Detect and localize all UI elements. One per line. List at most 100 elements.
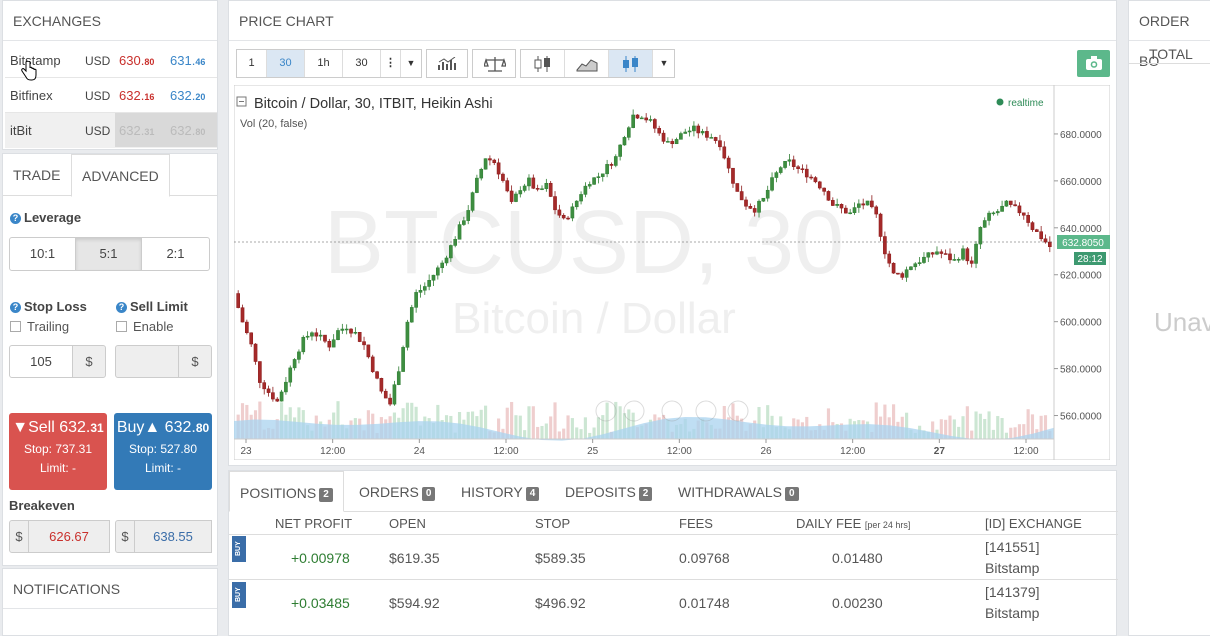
volume-bar — [983, 418, 987, 439]
chevron-down-icon[interactable]: ▼ — [659, 58, 669, 68]
candle-body — [544, 183, 549, 189]
more-dots-icon[interactable]: ⋮ — [381, 50, 401, 77]
exchange-currency: USD — [85, 124, 111, 138]
candle-body — [878, 213, 883, 237]
volume-bar — [618, 406, 622, 439]
enable-checkbox[interactable]: Enable — [116, 319, 173, 334]
price-chart-panel: PRICE CHART 1 30 1h 30 ⋮ ▼ ▼ BTCUSD, 30 … — [228, 0, 1117, 466]
candle-body — [835, 204, 839, 206]
realtime-label: realtime — [1008, 98, 1044, 109]
order-book-total-header: TOTAL — [1149, 46, 1193, 62]
stop-loss-currency-addon: $ — [72, 345, 106, 378]
tab-positions[interactable]: POSITIONS 2 — [229, 471, 344, 512]
candle-body — [1043, 238, 1048, 243]
x-tick-label: 24 — [414, 446, 426, 457]
candle-body — [1013, 204, 1017, 207]
volume-bar — [1009, 427, 1013, 439]
resolution-1h-button[interactable]: 1h — [305, 50, 343, 77]
leverage-2-button[interactable]: 2:1 — [141, 237, 210, 271]
volume-bar — [987, 411, 991, 439]
help-icon[interactable]: ? — [116, 302, 127, 313]
volume-bar — [1030, 414, 1035, 439]
candle-body — [370, 356, 375, 372]
volume-bar — [978, 413, 982, 439]
volume-bar — [1004, 432, 1008, 439]
countdown-text: 28:12 — [1077, 254, 1102, 265]
candle-body — [514, 193, 518, 202]
chevron-down-icon[interactable]: ▼ — [406, 58, 416, 68]
tab-trade[interactable]: TRADE — [13, 167, 61, 183]
volume-bar — [826, 408, 831, 439]
candle-body — [744, 199, 748, 207]
candle-body — [1021, 212, 1026, 216]
resolution-30-alt-button[interactable]: 30 — [343, 50, 381, 77]
candle-body — [505, 180, 510, 192]
area-type-button[interactable] — [565, 50, 609, 77]
candle-body — [965, 248, 970, 262]
exchange-buy-price: 632.80 — [170, 123, 206, 138]
candle-body — [440, 262, 444, 269]
candle-body — [349, 328, 353, 334]
candle-body — [904, 269, 909, 278]
resolution-30-button[interactable]: 30 — [267, 50, 305, 77]
heikin-ashi-type-button[interactable] — [609, 50, 653, 77]
help-icon[interactable]: ? — [10, 302, 21, 313]
exchange-row-itbit[interactable]: itBit USD 632.31 632.80 — [5, 113, 217, 148]
candle-body — [401, 347, 405, 372]
table-row[interactable]: BUY +0.03485 $594.92 $496.92 0.01748 0.0… — [229, 581, 1118, 626]
volume-bar — [931, 421, 935, 439]
exchange-row-bitstamp[interactable]: Bitstamp USD 630.80 631.46 — [5, 43, 217, 81]
trailing-checkbox[interactable]: Trailing — [10, 319, 69, 334]
exchange-row-bitfinex[interactable]: Bitfinex USD 632.16 632.20 — [5, 78, 217, 113]
candle-body — [236, 293, 240, 308]
chart-navigation[interactable] — [595, 400, 749, 422]
candle-body — [305, 335, 310, 338]
sell-limit-input[interactable] — [115, 345, 179, 378]
y-tick-label: 600.0000 — [1060, 318, 1102, 329]
candle-body — [418, 290, 423, 293]
tab-deposits[interactable]: DEPOSITS 2 — [565, 471, 653, 511]
header-daily-fee: DAILY FEE [per 24 hrs] — [796, 516, 911, 531]
volume-bar — [957, 426, 961, 439]
breakeven-sell-value: 626.67 — [28, 520, 110, 553]
price-chart[interactable]: BTCUSD, 30 Bitcoin / Dollar 680.0000 660.… — [234, 85, 1110, 460]
compare-button[interactable] — [472, 49, 516, 78]
volume-bar — [562, 428, 566, 439]
indicators-button[interactable] — [426, 49, 468, 78]
candle-body — [995, 211, 1000, 214]
stop-loss-input[interactable]: 105 — [9, 345, 73, 378]
candle-body — [726, 157, 731, 169]
candles-layer — [236, 109, 1052, 407]
volume-bar — [892, 404, 896, 439]
tab-advanced[interactable]: ADVANCED — [71, 154, 170, 197]
candle-body — [475, 177, 479, 193]
resolution-1-button[interactable]: 1 — [237, 50, 267, 77]
candle-body — [1008, 200, 1013, 205]
candle-body — [466, 210, 471, 221]
leverage-10-button[interactable]: 10:1 — [9, 237, 76, 271]
sell-button[interactable]: ▼Sell 632.31 Stop: 737.31 Limit: - — [9, 413, 107, 490]
header-exchange: [ID] EXCHANGE — [985, 516, 1082, 531]
exchange-name: Bitfinex — [10, 88, 53, 103]
breakeven-buy-currency: $ — [115, 520, 135, 553]
volume-bar — [601, 415, 605, 439]
candle-body — [422, 286, 427, 291]
table-row[interactable]: BUY +0.00978 $619.35 $589.35 0.09768 0.0… — [229, 535, 1118, 580]
help-icon[interactable]: ? — [10, 213, 21, 224]
candle-body — [796, 166, 800, 169]
tab-withdrawals[interactable]: WITHDRAWALS 0 — [678, 471, 799, 511]
candle-body — [735, 183, 740, 192]
tab-history[interactable]: HISTORY 4 — [461, 471, 540, 511]
selected-exchange-highlight — [115, 113, 217, 147]
buy-button[interactable]: Buy▲ 632.80 Stop: 527.80 Limit: - — [114, 413, 212, 490]
candles-type-button[interactable] — [521, 50, 565, 77]
open-value: $619.35 — [389, 550, 440, 566]
hand-cursor-icon — [21, 61, 37, 81]
candle-body — [839, 204, 844, 209]
tab-orders[interactable]: ORDERS 0 — [359, 471, 436, 511]
watermark-name: Bitcoin / Dollar — [452, 294, 736, 343]
leverage-5-button[interactable]: 5:1 — [75, 237, 142, 271]
candle-body — [817, 181, 822, 189]
candle-body — [1034, 229, 1039, 232]
snapshot-button[interactable] — [1077, 50, 1110, 77]
